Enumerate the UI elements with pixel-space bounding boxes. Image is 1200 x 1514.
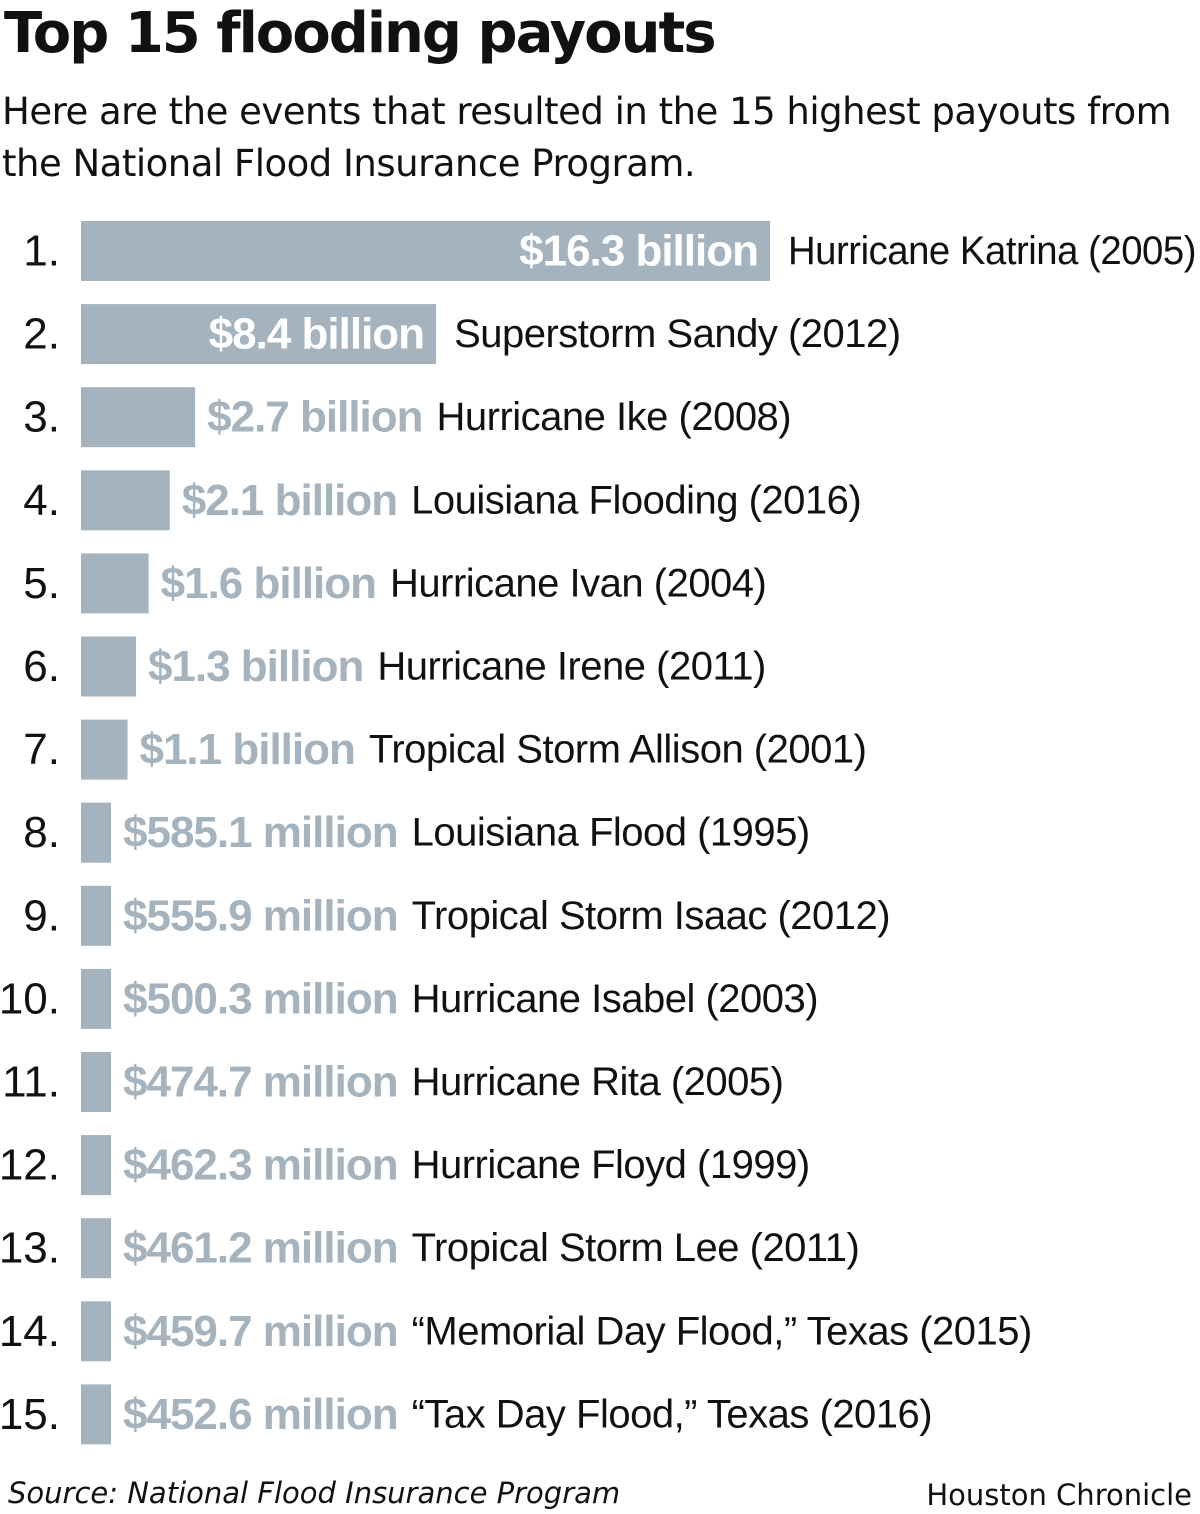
category-label: Tropical Storm Allison (2001) [369, 728, 867, 772]
category-label: Tropical Storm Isaac (2012) [412, 894, 891, 938]
category-label: Tropical Storm Lee (2011) [412, 1226, 860, 1270]
category-label: Hurricane Floyd (1999) [412, 1143, 810, 1187]
bar [81, 1301, 111, 1362]
bar [81, 885, 111, 946]
rank-label: 3. [23, 393, 60, 442]
bar [81, 553, 149, 614]
bar [81, 719, 128, 780]
rank-label: 10. [0, 974, 60, 1023]
rank-label: 12. [0, 1141, 60, 1190]
value-label: $2.7 billion [207, 393, 422, 442]
value-label: $461.2 million [123, 1224, 398, 1273]
publisher-credit: Houston Chronicle [926, 1478, 1192, 1512]
category-label: Hurricane Ike (2008) [437, 395, 792, 439]
value-label: $452.6 million [123, 1390, 398, 1439]
category-label: “Tax Day Flood,” Texas (2016) [412, 1392, 933, 1436]
bar [81, 1218, 111, 1279]
value-label: $1.6 billion [161, 559, 376, 608]
bar-chart: 1. $16.3 billion Hurricane Katrina (2005) 2… [0, 221, 1197, 1445]
value-label: $555.9 million [123, 891, 398, 940]
rank-label: 1. [23, 227, 60, 276]
category-label: “Memorial Day Flood,” Texas (2015) [412, 1309, 1032, 1353]
value-label: $459.7 million [123, 1307, 398, 1356]
category-label: Hurricane Ivan (2004) [390, 561, 766, 605]
category-label: Hurricane Isabel (2003) [412, 977, 819, 1021]
value-label: $1.3 billion [148, 642, 363, 691]
bar [81, 802, 111, 863]
rank-label: 7. [23, 725, 60, 774]
category-label: Hurricane Katrina (2005) [788, 229, 1196, 273]
chart-title: Top 15 flooding payouts [4, 1, 717, 66]
rank-label: 2. [23, 310, 60, 359]
rank-label: 14. [0, 1307, 60, 1356]
rank-label: 5. [23, 559, 60, 608]
chart-subtitle: Here are the events that resulted in the… [2, 90, 1172, 185]
bar [81, 1052, 111, 1112]
bar [81, 636, 136, 697]
rank-label: 6. [23, 642, 60, 691]
bar [81, 968, 111, 1029]
rank-label: 11. [2, 1058, 60, 1107]
value-label: $474.7 million [123, 1058, 398, 1107]
value-label: $1.1 billion [139, 725, 354, 774]
value-label: $500.3 million [123, 974, 398, 1023]
source-note: Source: National Flood Insurance Program [8, 1476, 621, 1510]
value-label: $2.1 billion [182, 476, 397, 525]
category-label: Louisiana Flood (1995) [412, 811, 810, 855]
category-label: Hurricane Irene (2011) [377, 645, 765, 689]
bar [81, 304, 437, 365]
rank-label: 8. [23, 808, 60, 857]
rank-label: 4. [23, 476, 60, 525]
category-label: Louisiana Flooding (2016) [411, 478, 861, 522]
value-label: $462.3 million [123, 1141, 398, 1190]
rank-label: 15. [0, 1390, 60, 1439]
rank-label: 9. [23, 891, 60, 940]
value-label: $585.1 million [123, 808, 398, 857]
value-label: $16.3 billion [519, 227, 758, 276]
rank-label: 13. [0, 1224, 60, 1273]
category-label: Hurricane Rita (2005) [412, 1060, 784, 1104]
value-label: $8.4 billion [209, 310, 424, 359]
bar [81, 470, 170, 531]
category-label: Superstorm Sandy (2012) [454, 312, 901, 356]
bar [81, 387, 196, 448]
bar [81, 1384, 111, 1445]
bar [81, 221, 770, 281]
bar [81, 1135, 111, 1196]
